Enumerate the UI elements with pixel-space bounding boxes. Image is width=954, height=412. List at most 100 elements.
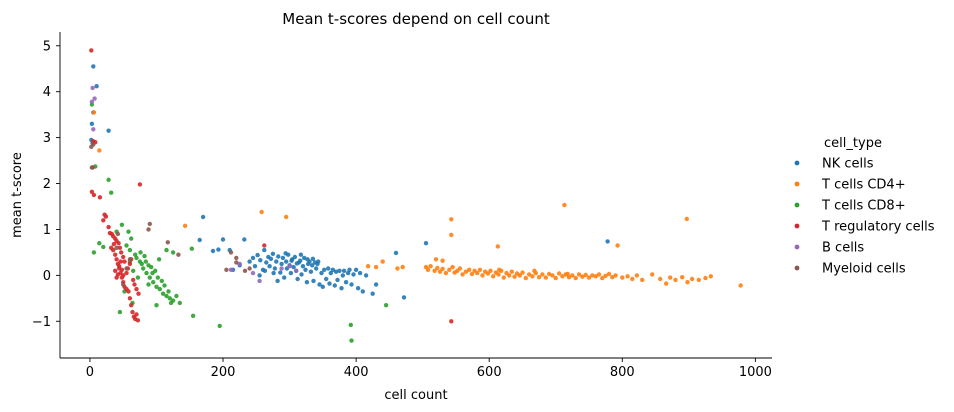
data-point-t-cells-cd8 [166, 289, 171, 294]
data-point-t-cells-cd4 [696, 277, 701, 283]
data-point-t-cells-cd4 [477, 267, 483, 272]
data-point-t-cells-cd8 [149, 264, 154, 270]
data-point-myeloid-cells [176, 252, 181, 257]
data-point-t-cells-cd4 [428, 264, 433, 269]
data-point-t-cells-cd4 [593, 274, 598, 279]
data-point-t-cells-cd4 [284, 214, 289, 220]
data-point-t-cells-cd4 [673, 277, 678, 283]
data-point-t-cells-cd8 [167, 296, 172, 301]
data-point-t-cells-cd4 [685, 280, 690, 285]
data-point-myeloid-cells [224, 267, 229, 272]
data-point-nk-cells [302, 255, 307, 261]
data-point-t-regulatory-cells [111, 241, 117, 247]
data-point-myeloid-cells [89, 165, 95, 170]
data-point-t-cells-cd8 [164, 293, 169, 299]
data-point-t-regulatory-cells [137, 182, 143, 187]
data-point-t-regulatory-cells [449, 319, 454, 324]
data-point-t-regulatory-cells [89, 48, 94, 53]
data-point-t-cells-cd4 [433, 257, 439, 262]
data-point-t-cells-cd4 [435, 265, 440, 271]
data-point-nk-cells [308, 269, 314, 274]
data-point-t-cells-cd8 [117, 309, 123, 315]
data-point-myeloid-cells [114, 245, 119, 250]
data-point-t-cells-cd4 [650, 272, 655, 277]
data-point-nk-cells [347, 267, 352, 272]
data-point-t-cells-cd8 [91, 250, 97, 255]
data-point-t-cells-cd4 [463, 269, 469, 274]
data-point-t-cells-cd8 [119, 222, 125, 227]
data-point-nk-cells [210, 248, 216, 254]
data-point-t-cells-cd8 [154, 284, 159, 289]
y-tick-label: 1 [43, 223, 51, 238]
data-point-t-cells-cd4 [668, 275, 673, 280]
data-point-t-regulatory-cells [106, 224, 111, 230]
data-point-t-cells-cd4 [590, 273, 595, 278]
data-point-t-cells-cd4 [259, 209, 264, 215]
data-point-t-cells-cd4 [97, 148, 102, 153]
data-point-t-regulatory-cells [114, 257, 119, 262]
x-tick-label: 1000 [739, 365, 772, 380]
data-point-t-regulatory-cells [134, 312, 139, 317]
data-point-t-regulatory-cells [91, 192, 97, 198]
data-point-t-cells-cd4 [440, 258, 445, 263]
data-point-t-cells-cd8 [164, 247, 169, 253]
x-axis-label: cell count [384, 388, 447, 403]
data-point-t-cells-cd4 [395, 266, 400, 271]
data-point-t-regulatory-cells [135, 318, 141, 323]
data-point-nk-cells [330, 267, 335, 272]
legend-label: NK cells [822, 157, 874, 172]
legend-items: NK cells T cells CD4+ T cells CD8+ T regula… [794, 157, 935, 277]
data-point-t-cells-cd4 [550, 273, 555, 278]
data-point-t-cells-cd4 [495, 244, 500, 249]
data-point-myeloid-cells [247, 266, 252, 271]
data-point-nk-cells [242, 237, 247, 242]
data-point-t-cells-cd8 [129, 236, 134, 241]
data-point-nk-cells [258, 258, 263, 263]
data-point-t-regulatory-cells [117, 245, 123, 250]
data-point-t-cells-cd8 [139, 261, 144, 267]
chart-title: Mean t-scores depend on cell count [282, 10, 550, 28]
data-point-t-cells-cd4 [449, 232, 454, 238]
data-point-t-regulatory-cells [119, 267, 125, 272]
data-point-t-cells-cd4 [546, 271, 552, 277]
data-point-t-regulatory-cells [113, 268, 118, 273]
data-point-nk-cells [295, 276, 300, 282]
y-axis-label: mean t-score [10, 152, 25, 238]
data-point-nk-cells [200, 214, 206, 220]
data-point-nk-cells [349, 282, 354, 287]
data-point-b-cells [294, 268, 299, 273]
data-point-myeloid-cells [146, 227, 151, 232]
data-point-nk-cells [247, 259, 252, 264]
data-point-t-cells-cd4 [526, 272, 532, 277]
data-point-myeloid-cells [115, 231, 121, 237]
data-point-t-cells-cd4 [664, 281, 669, 286]
data-point-t-cells-cd8 [189, 246, 194, 251]
data-point-t-cells-cd8 [383, 303, 389, 308]
data-point-nk-cells [303, 267, 308, 272]
x-tick-label: 800 [610, 365, 635, 380]
data-point-nk-cells [271, 270, 276, 276]
y-tick-label: 2 [43, 177, 51, 192]
data-point-t-cells-cd4 [443, 270, 449, 276]
data-point-nk-cells [106, 128, 111, 133]
data-point-nk-cells [332, 283, 337, 288]
data-point-nk-cells [289, 258, 294, 263]
data-point-t-cells-cd4 [689, 276, 695, 282]
data-point-t-cells-cd8 [348, 322, 353, 328]
x-tick-label: 0 [86, 365, 94, 380]
data-point-nk-cells [279, 261, 284, 267]
data-point-t-cells-cd4 [573, 275, 578, 281]
data-point-t-cells-cd4 [625, 274, 630, 279]
data-point-t-cells-cd8 [141, 266, 146, 271]
data-point-nk-cells [340, 273, 345, 278]
data-point-t-regulatory-cells [115, 272, 121, 277]
data-point-nk-cells [320, 284, 325, 289]
data-point-nk-cells [305, 257, 310, 262]
data-point-nk-cells [310, 263, 315, 268]
data-point-b-cells [237, 261, 242, 267]
data-point-t-cells-cd4 [460, 272, 465, 277]
data-point-t-cells-cd8 [154, 303, 159, 308]
data-point-t-cells-cd4 [496, 272, 501, 277]
data-point-t-regulatory-cells [124, 270, 129, 276]
data-point-nk-cells [262, 247, 267, 253]
